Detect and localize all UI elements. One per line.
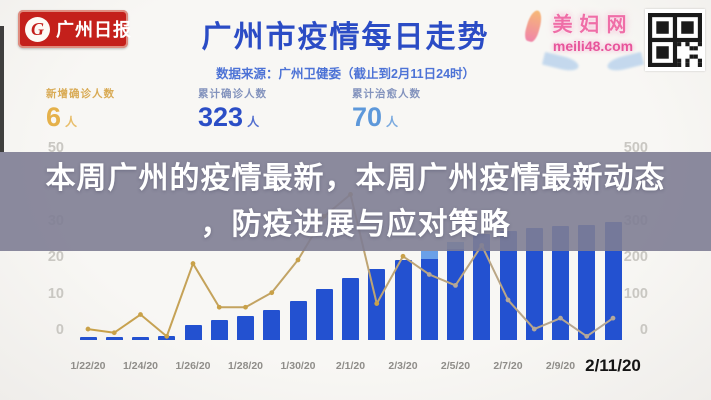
cumulative-bar	[394, 259, 412, 340]
cumulative-bar	[132, 337, 149, 340]
cumulative-bar	[105, 337, 123, 340]
cumulative-bar	[578, 224, 596, 340]
line-marker	[453, 283, 458, 288]
stat-value: 323	[198, 102, 244, 132]
page-title: 广州市疫情每日走势	[201, 21, 490, 54]
line-marker	[243, 304, 248, 310]
data-source-subtitle: 数据来源：广州卫健委（截止到2月11日24时）	[215, 67, 476, 81]
x-axis-tick: 2/5/20	[440, 360, 471, 372]
left-axis-tick: 20	[47, 249, 64, 266]
line-marker	[374, 301, 380, 306]
line-marker	[584, 333, 590, 339]
stat-unit: 人	[386, 115, 399, 129]
headline-overlay: 本周广州的疫情最新，本周广州疫情最新动态 ，防疫进展与应对策略	[0, 152, 711, 251]
cumulative-bar	[210, 319, 228, 340]
x-axis-tick: 2/7/20	[493, 360, 523, 372]
logo-emblem-icon: G	[25, 16, 50, 42]
line-marker	[295, 257, 301, 263]
cumulative-bar	[289, 300, 307, 340]
stat-label: 累计治愈人数	[352, 88, 421, 100]
line-marker	[190, 261, 196, 266]
cumulative-bar	[525, 227, 543, 340]
x-axis-tick: 1/28/20	[227, 360, 264, 372]
cumulative-bar	[342, 278, 359, 340]
guangzhou-daily-logo: G 广州日报	[18, 10, 131, 48]
line-marker	[111, 330, 117, 336]
watermark-site-name: 美妇网	[552, 14, 634, 36]
stat-total-confirmed: 累计确诊人数 323 人	[198, 86, 338, 131]
left-axis-tick: 10	[47, 285, 64, 302]
stat-value: 6	[46, 102, 62, 132]
line-marker	[269, 290, 275, 296]
cumulative-bar	[499, 230, 517, 340]
logo-text: 广州日报	[56, 20, 132, 40]
line-marker	[164, 333, 170, 339]
bar-cap	[420, 251, 438, 260]
x-axis-tick: 2/11/20	[585, 356, 641, 375]
line-marker	[610, 315, 616, 321]
title-block: 广州市疫情每日走势 数据来源：广州卫健委（截止到2月11日24时）	[150, 12, 541, 82]
x-axis-tick: 2/1/20	[335, 360, 366, 372]
stat-unit: 人	[65, 115, 78, 129]
line-marker	[85, 326, 91, 332]
line-marker	[400, 253, 406, 259]
x-axis-tick: 1/24/20	[122, 360, 159, 372]
cumulative-bar	[184, 324, 202, 340]
left-axis-tick: 0	[55, 322, 64, 338]
line-marker	[505, 297, 511, 303]
line-marker	[531, 326, 537, 332]
stat-total-cured: 累计治愈人数 70 人	[352, 86, 492, 131]
cumulative-bar	[237, 315, 254, 340]
cumulative-bar	[420, 251, 438, 340]
watermark-site-url: meili48.com	[552, 38, 634, 54]
cumulative-bar	[552, 226, 569, 340]
headline-line2: ，防疫进展与应对策略	[200, 207, 511, 241]
line-marker	[558, 315, 563, 321]
right-axis-tick: 0	[639, 322, 648, 338]
x-axis-tick: 1/22/20	[70, 360, 106, 372]
cumulative-bar	[263, 310, 281, 340]
cumulative-bar	[315, 289, 333, 340]
video-edge-artifact	[0, 26, 4, 152]
headline-line1: 本周广州的疫情最新，本周广州疫情最新动态	[45, 161, 666, 195]
x-axis-tick: 1/30/20	[280, 360, 316, 372]
qr-code	[645, 9, 705, 71]
line-marker	[216, 304, 222, 310]
x-axis-tick: 2/3/20	[388, 360, 418, 372]
stat-unit: 人	[247, 115, 260, 129]
right-axis-tick: 200	[623, 249, 648, 266]
stat-value: 70	[352, 102, 383, 132]
stat-label: 新增确诊人数	[46, 88, 115, 100]
x-axis-tick: 2/9/20	[545, 360, 576, 372]
cumulative-bar	[473, 234, 491, 340]
cumulative-bar	[79, 337, 97, 340]
cumulative-bar	[604, 222, 622, 340]
x-axis-tick: 1/26/20	[175, 360, 211, 372]
right-axis-tick: 100	[623, 285, 648, 302]
line-marker	[426, 272, 432, 277]
line-marker	[138, 312, 143, 317]
stat-label: 累计确诊人数	[198, 88, 267, 100]
watermark: 美妇网 meili48.com	[522, 8, 649, 74]
